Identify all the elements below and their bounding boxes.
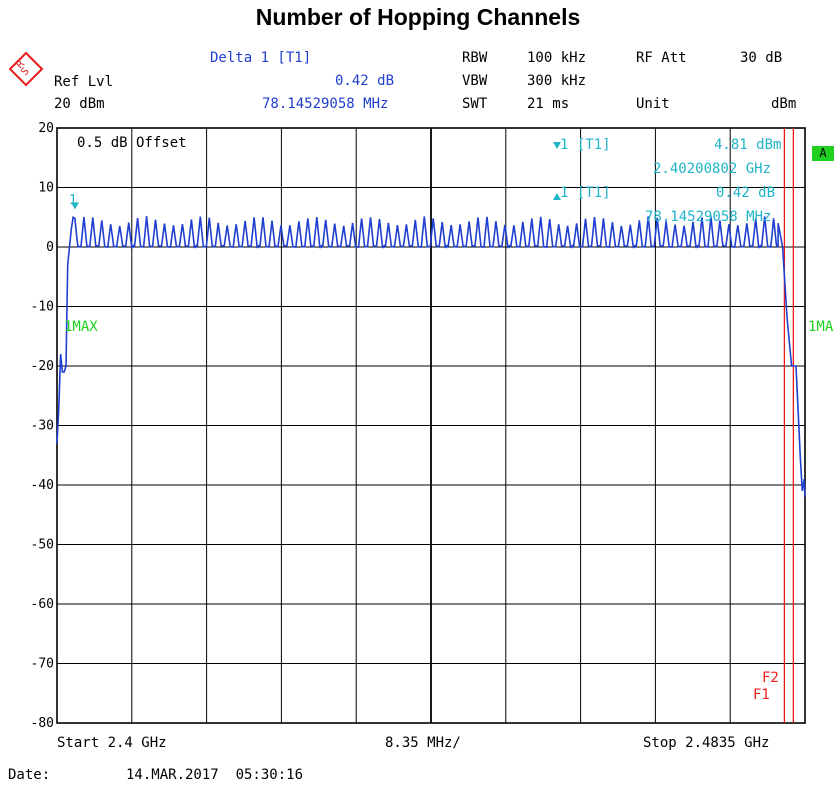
y-tick-label: -40 [31, 478, 54, 493]
y-tick-label: 10 [38, 181, 54, 196]
chart-title: Number of Hopping Channels [255, 4, 581, 30]
y-tick-label: -60 [31, 597, 54, 612]
start-freq: Start 2.4 GHz [57, 735, 167, 751]
rbw-label: RBW [462, 50, 488, 66]
marker-number: 1 [69, 193, 77, 208]
swt-label: SWT [462, 96, 488, 112]
trace-label-right: 1MA [808, 319, 834, 335]
marker1-triangle-icon [70, 202, 79, 210]
f1-label: F1 [753, 687, 770, 703]
swt-value: 21 ms [527, 96, 570, 112]
y-tick-label: 0 [46, 240, 54, 255]
y-tick-label: -30 [31, 419, 54, 434]
offset-label: 0.5 dB Offset [77, 135, 187, 151]
y-tick-label: -10 [31, 300, 54, 315]
vbw-value: 300 kHz [527, 73, 587, 89]
delta1-level: 0.42 dB [716, 185, 776, 201]
trace-badge: A [812, 146, 834, 161]
rohde-schwarz-logo-icon: R S [8, 51, 44, 87]
rf-att-label: RF Att [636, 50, 687, 66]
marker-legend-down-icon [553, 142, 561, 149]
plot-grid [56, 127, 806, 724]
delta-db-readout: 0.42 dB [335, 73, 395, 89]
delta-legend-up-icon [553, 193, 561, 200]
rf-att-value: 30 dB [740, 50, 783, 66]
delta1-label: 1 [T1] [560, 185, 611, 201]
span-per-div: 8.35 MHz/ [385, 735, 461, 751]
date-value: 14.MAR.2017 05:30:16 [126, 767, 304, 783]
unit-value: dBm [771, 96, 797, 112]
y-tick-label: 20 [38, 121, 54, 136]
stop-freq: Stop 2.4835 GHz [643, 735, 770, 751]
y-tick-labels: 20 10 0 -10 -20 -30 -40 -50 -60 -70 -80 [31, 121, 54, 731]
delta-freq-readout: 78.14529058 MHz [262, 96, 389, 112]
y-tick-label: -70 [31, 657, 54, 672]
frequency-lines [783, 128, 795, 723]
marker-glyphs [70, 142, 561, 210]
delta-marker-label: Delta 1 [T1] [210, 50, 312, 66]
y-tick-label: -80 [31, 716, 54, 731]
max-hold-trace [56, 215, 806, 497]
y-tick-label: -20 [31, 359, 54, 374]
marker1-freq: 2.40200802 GHz [653, 161, 772, 177]
trace-label-left: 1MAX [64, 319, 98, 335]
marker1-level: 4.81 dBm [714, 137, 782, 153]
ref-lvl-value: 20 dBm [54, 96, 105, 112]
delta1-freq: 78.14529058 MHz [645, 209, 772, 225]
ref-lvl-label: Ref Lvl [54, 74, 114, 90]
unit-label: Unit [636, 96, 670, 112]
marker1-label: 1 [T1] [560, 137, 611, 153]
date-label: Date: [8, 767, 51, 783]
y-tick-label: -50 [31, 538, 54, 553]
f2-label: F2 [762, 670, 779, 686]
vbw-label: VBW [462, 73, 488, 89]
rbw-value: 100 kHz [527, 50, 587, 66]
